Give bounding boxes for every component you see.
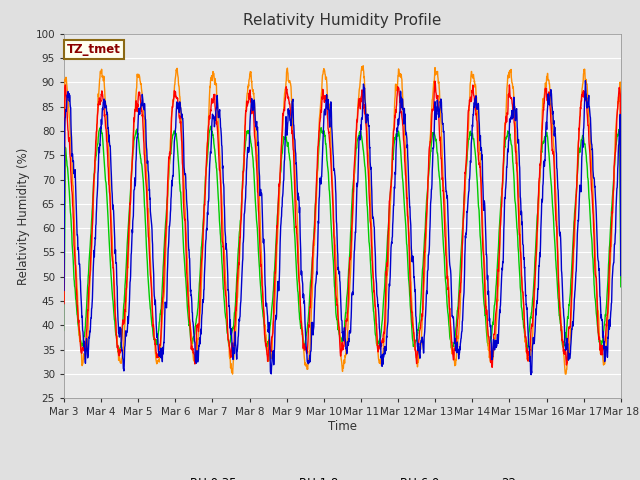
X-axis label: Time: Time [328, 420, 357, 433]
Legend: RH 0.35m, RH 1.8m, RH 6.0m, 22m: RH 0.35m, RH 1.8m, RH 6.0m, 22m [152, 472, 532, 480]
Title: Relativity Humidity Profile: Relativity Humidity Profile [243, 13, 442, 28]
Y-axis label: Relativity Humidity (%): Relativity Humidity (%) [17, 147, 30, 285]
Text: TZ_tmet: TZ_tmet [67, 43, 121, 56]
